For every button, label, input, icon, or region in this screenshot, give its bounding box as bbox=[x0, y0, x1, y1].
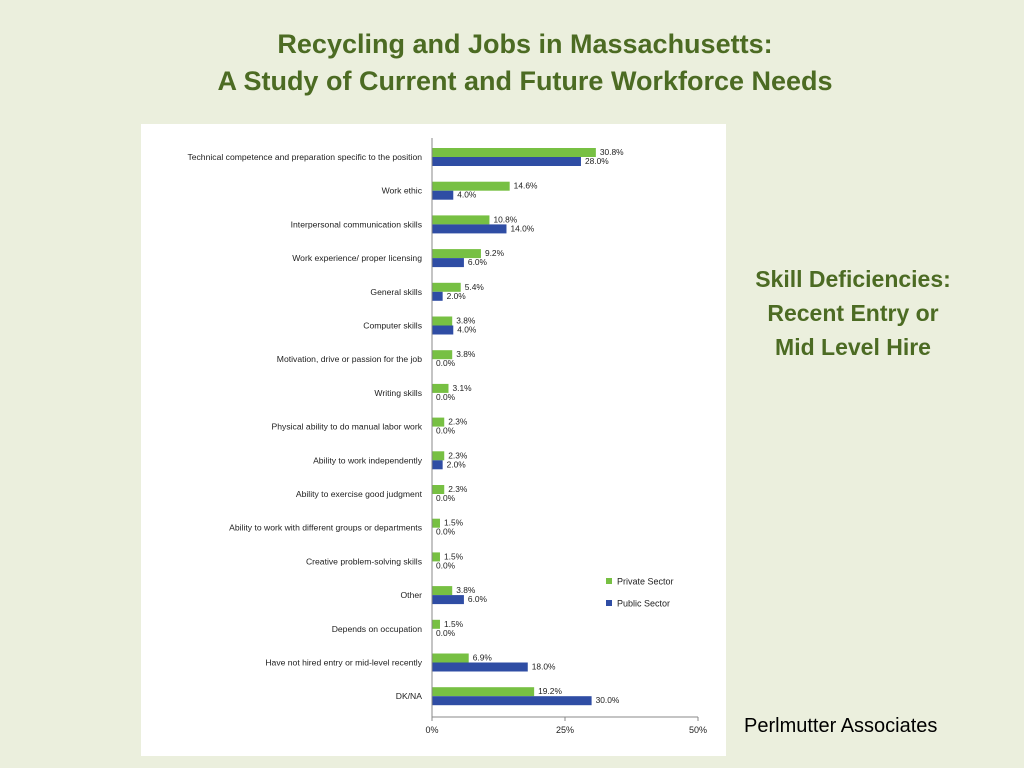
category-label: Depends on occupation bbox=[332, 624, 423, 634]
slide-title-line-2: A Study of Current and Future Workforce … bbox=[217, 66, 833, 96]
public-sector-bar bbox=[432, 696, 592, 706]
public-sector-bar bbox=[432, 662, 528, 672]
chart-panel: Technical competence and preparation spe… bbox=[141, 124, 726, 756]
category-label: Other bbox=[401, 590, 423, 600]
public-sector-value-label: 6.0% bbox=[468, 257, 488, 267]
public-sector-value-label: 0.0% bbox=[436, 493, 456, 503]
private-sector-value-label: 5.4% bbox=[465, 282, 485, 292]
private-sector-bar bbox=[432, 148, 596, 157]
private-sector-bar bbox=[432, 316, 453, 326]
private-sector-value-label: 3.8% bbox=[456, 585, 476, 595]
category-label: Interpersonal communication skills bbox=[291, 219, 422, 229]
public-sector-value-label: 0.0% bbox=[436, 527, 456, 537]
side-title-line-3: Mid Level Hire bbox=[775, 334, 931, 360]
public-sector-bar bbox=[432, 258, 464, 268]
public-sector-value-label: 0.0% bbox=[436, 628, 456, 638]
category-label: Ability to work independently bbox=[313, 455, 423, 465]
legend-label: Private Sector bbox=[617, 577, 674, 587]
x-tick-label: 25% bbox=[556, 725, 574, 735]
credit-text: Perlmutter Associates bbox=[744, 715, 938, 737]
private-sector-bar bbox=[432, 687, 535, 697]
x-tick-label: 50% bbox=[689, 725, 707, 735]
private-sector-bar bbox=[432, 518, 440, 528]
private-sector-bar bbox=[432, 417, 445, 427]
public-sector-bar bbox=[432, 224, 507, 234]
private-sector-value-label: 10.8% bbox=[493, 214, 517, 224]
private-sector-bar bbox=[432, 350, 453, 360]
private-sector-bar bbox=[432, 383, 449, 393]
chart-side-title: Skill Deficiencies: Recent Entry or Mid … bbox=[722, 262, 984, 364]
side-title-line-1: Skill Deficiencies: bbox=[755, 266, 951, 292]
private-sector-bar bbox=[432, 485, 445, 494]
public-sector-value-label: 4.0% bbox=[457, 325, 477, 335]
public-sector-value-label: 30.0% bbox=[596, 695, 620, 705]
category-label: Have not hired entry or mid-level recent… bbox=[265, 658, 422, 668]
category-label: General skills bbox=[370, 287, 422, 297]
private-sector-bar bbox=[432, 552, 440, 562]
private-sector-bar bbox=[432, 451, 445, 461]
category-label: Work ethic bbox=[382, 186, 423, 196]
private-sector-value-label: 3.8% bbox=[456, 349, 476, 359]
slide-title-line-1: Recycling and Jobs in Massachusetts: bbox=[277, 29, 773, 59]
category-label: Computer skills bbox=[363, 321, 422, 331]
private-sector-bar bbox=[432, 181, 510, 191]
private-sector-bar bbox=[432, 586, 453, 596]
public-sector-value-label: 0.0% bbox=[436, 560, 456, 570]
legend-swatch bbox=[606, 578, 612, 584]
category-label: Physical ability to do manual labor work bbox=[272, 422, 423, 432]
public-sector-bar bbox=[432, 157, 581, 166]
legend-swatch bbox=[606, 600, 612, 606]
private-sector-value-label: 9.2% bbox=[485, 248, 505, 258]
public-sector-value-label: 2.0% bbox=[447, 291, 467, 301]
public-sector-value-label: 4.0% bbox=[457, 190, 477, 200]
category-label: Ability to work with different groups or… bbox=[229, 523, 422, 533]
private-sector-value-label: 30.8% bbox=[600, 147, 624, 157]
private-sector-value-label: 3.8% bbox=[456, 316, 476, 326]
category-label: Writing skills bbox=[374, 388, 422, 398]
public-sector-bar bbox=[432, 460, 443, 470]
private-sector-value-label: 6.9% bbox=[473, 653, 493, 663]
private-sector-value-label: 2.3% bbox=[448, 450, 468, 460]
skills-bar-chart: Technical competence and preparation spe… bbox=[187, 138, 707, 735]
category-label: Work experience/ proper licensing bbox=[292, 253, 422, 263]
private-sector-value-label: 3.1% bbox=[452, 383, 472, 393]
category-label: DK/NA bbox=[396, 691, 423, 701]
category-label: Creative problem-solving skills bbox=[306, 556, 422, 566]
public-sector-value-label: 28.0% bbox=[585, 156, 609, 166]
public-sector-value-label: 0.0% bbox=[436, 358, 456, 368]
private-sector-value-label: 1.5% bbox=[444, 551, 464, 561]
private-sector-bar bbox=[432, 215, 490, 225]
public-sector-bar bbox=[432, 291, 443, 301]
private-sector-bar bbox=[432, 249, 481, 259]
category-label: Technical competence and preparation spe… bbox=[187, 152, 422, 162]
private-sector-value-label: 14.6% bbox=[514, 181, 538, 191]
public-sector-value-label: 2.0% bbox=[447, 459, 467, 469]
category-label: Ability to exercise good judgment bbox=[296, 489, 423, 499]
x-tick-label: 0% bbox=[425, 725, 438, 735]
public-sector-value-label: 0.0% bbox=[436, 426, 456, 436]
public-sector-bar bbox=[432, 325, 454, 335]
private-sector-bar bbox=[432, 653, 469, 663]
private-sector-bar bbox=[432, 282, 461, 292]
public-sector-value-label: 18.0% bbox=[532, 662, 556, 672]
private-sector-value-label: 1.5% bbox=[444, 619, 464, 629]
public-sector-value-label: 0.0% bbox=[436, 392, 456, 402]
side-title-line-2: Recent Entry or bbox=[767, 300, 939, 326]
private-sector-value-label: 2.3% bbox=[448, 484, 468, 494]
public-sector-bar bbox=[432, 595, 464, 605]
private-sector-bar bbox=[432, 619, 440, 629]
public-sector-value-label: 14.0% bbox=[510, 223, 534, 233]
slide-title: Recycling and Jobs in Massachusetts: A S… bbox=[0, 26, 1024, 100]
private-sector-value-label: 2.3% bbox=[448, 417, 468, 427]
legend-label: Public Sector bbox=[617, 599, 670, 609]
private-sector-value-label: 19.2% bbox=[538, 686, 562, 696]
private-sector-value-label: 1.5% bbox=[444, 518, 464, 528]
category-label: Motivation, drive or passion for the job bbox=[277, 354, 422, 364]
public-sector-value-label: 6.0% bbox=[468, 594, 488, 604]
public-sector-bar bbox=[432, 190, 454, 200]
